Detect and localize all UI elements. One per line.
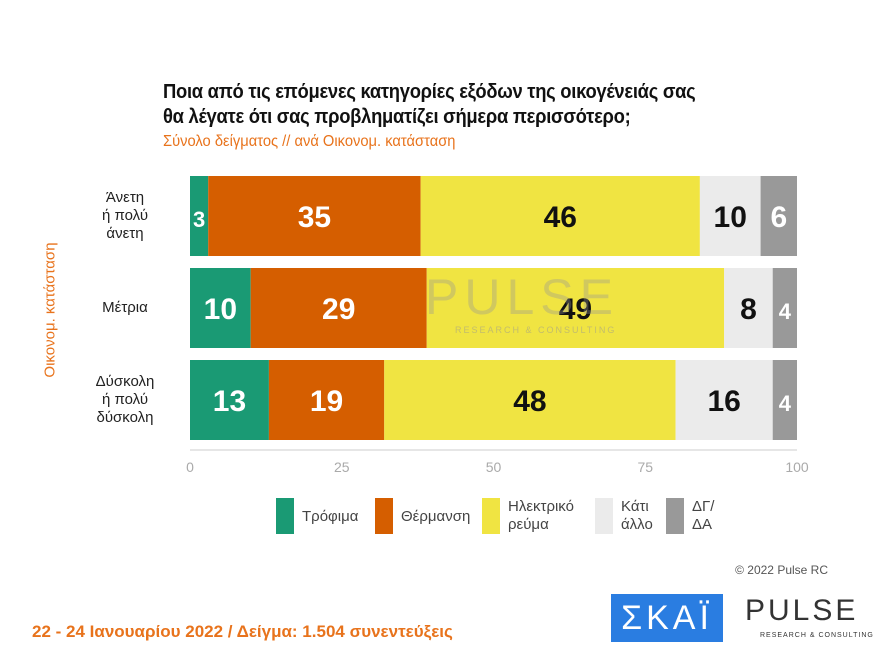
x-tick-label: 0 [186,459,194,475]
bar-segment [190,176,209,256]
bar-segment [426,268,725,348]
legend-item: Θέρμανση [375,498,470,534]
watermark: PULSE [425,269,619,325]
bar-segment [772,360,797,440]
category-label-line: άνετη [106,225,144,242]
category-label: Μέτρια [60,299,190,317]
watermark-sub: RESEARCH & CONSULTING [455,325,617,335]
chart-subtitle: Σύνολο δείγματος // ανά Οικονομ. κατάστα… [163,133,456,150]
chart-title: Ποια από τις επόμενες κατηγορίες εξόδων … [163,80,696,130]
bar-segment [699,176,761,256]
data-label: 29 [322,293,355,326]
legend-label: Θέρμανση [401,508,471,525]
data-label: 19 [310,385,343,418]
data-label: 4 [779,391,792,416]
x-tick-label: 75 [637,459,653,475]
data-label: 35 [298,201,331,234]
skai-logo: ΣΚΑΪ [611,594,723,642]
category-label: Δύσκολη ή πολύ δύσκολη [60,373,190,427]
x-tick-label: 25 [334,459,350,475]
data-label: 46 [544,201,577,234]
data-label: 13 [213,385,246,418]
category-label: Άνετη ή πολύ άνετη [60,189,190,243]
bar-segment [420,176,700,256]
bar-segment [675,360,773,440]
bar-segment [724,268,773,348]
category-label-line: ή πολύ [101,207,149,224]
bar-segment [208,176,421,256]
bar-segment [190,268,251,348]
x-tick-label: 100 [785,459,809,475]
data-label: 10 [714,201,747,234]
legend-label: Κάτι [621,498,649,515]
data-label: 10 [204,293,237,326]
legend-swatch [482,498,500,534]
bar-segment [384,360,676,440]
bar-segment [760,176,797,256]
legend-swatch [595,498,613,534]
legend-swatch [375,498,393,534]
bar-segment [250,268,427,348]
category-label-line: δύσκολη [96,409,154,426]
bar-segment [268,360,385,440]
title-line-2: θα λέγατε ότι σας προβληματίζει σήμερα π… [163,106,631,128]
legend-item: Ηλεκτρικό ρεύμα [482,498,574,534]
copyright: © 2022 Pulse RC [735,563,828,577]
legend-item: Κάτι άλλο [595,498,653,534]
legend-label: Ηλεκτρικό [508,498,574,515]
bar-segment [772,268,797,348]
bar-segment [190,360,269,440]
legend-label: ΔΓ/ [692,498,715,515]
category-label-line: Μέτρια [102,299,148,316]
x-tick-label: 50 [486,459,502,475]
category-label-line: Δύσκολη [95,373,155,390]
data-label: 16 [707,385,740,418]
data-label: 48 [513,385,546,418]
legend-label: Τρόφιμα [302,508,359,525]
pulse-logo-sub: RESEARCH & CONSULTING [760,632,874,639]
data-label: 8 [740,293,757,326]
legend-item: Τρόφιμα [276,498,358,534]
data-label: 49 [559,293,592,326]
category-label-line: Άνετη [105,189,145,206]
title-line-1: Ποια από τις επόμενες κατηγορίες εξόδων … [163,81,696,103]
legend-swatch [666,498,684,534]
data-label: 6 [770,201,787,234]
data-label: 3 [193,207,205,232]
survey-note: 22 - 24 Ιανουαρίου 2022 / Δείγμα: 1.504 … [32,622,453,641]
data-label: 4 [779,299,792,324]
legend-label: ΔΑ [692,516,713,533]
legend-item: ΔΓ/ΔΑ [666,498,714,534]
legend-label: άλλο [621,516,653,533]
legend-swatch [276,498,294,534]
category-label-line: ή πολύ [101,391,149,408]
pulse-logo: PULSE [745,594,859,627]
legend-label: ρεύμα [508,516,549,533]
